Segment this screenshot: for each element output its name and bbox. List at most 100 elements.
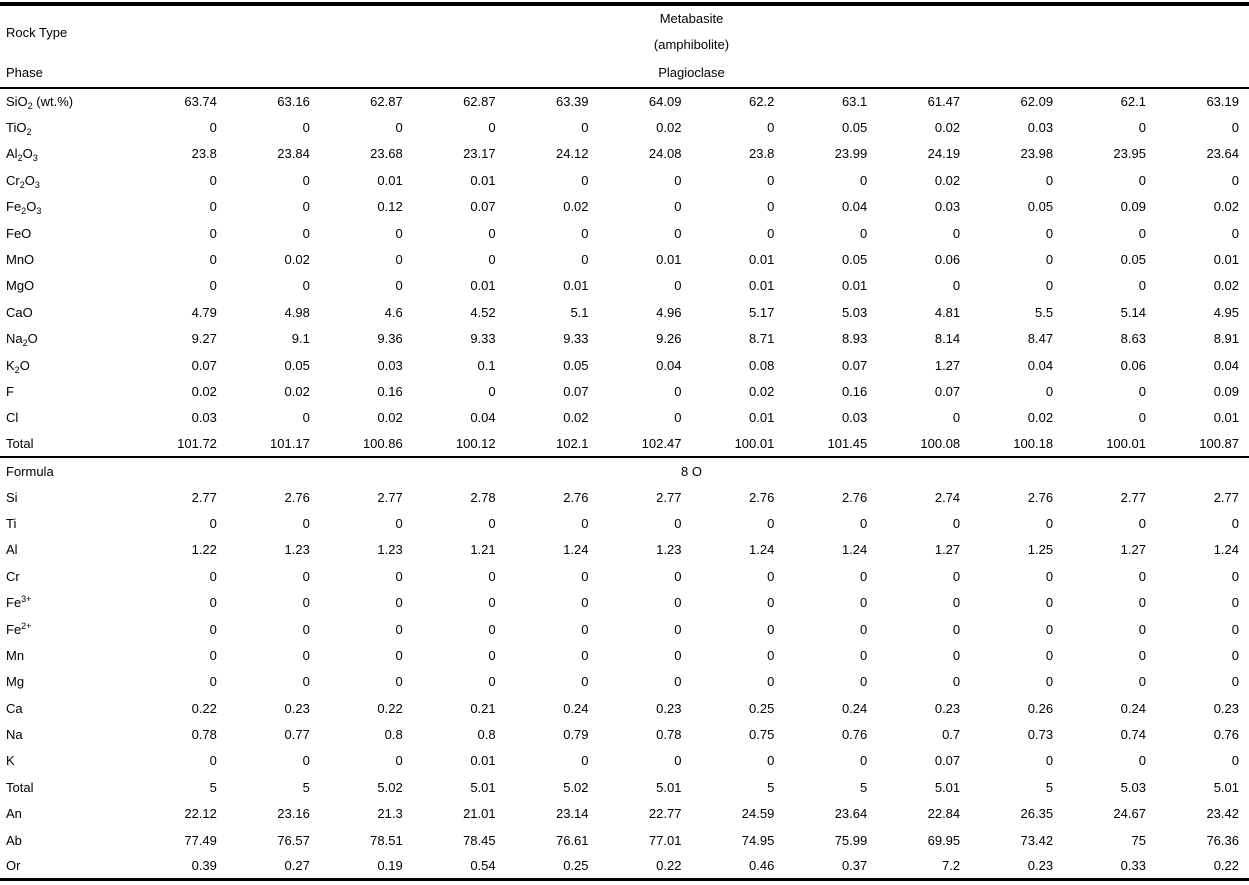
value-cell: 0 [395,515,403,531]
value-cell: 0.24 [841,700,868,716]
value-cell: 0 [767,199,775,215]
value-cell: 0.05 [841,120,868,136]
value-cell: 0.74 [1120,727,1146,743]
value-cell: 9.36 [377,331,403,347]
value-cell: 0.22 [191,700,217,716]
row-label-Ab: Ab [6,832,22,848]
table-row-Cr2O3: Cr2O3 0 0 0.01 0.01 0 0 0 0 0.02 0 0 0 [0,167,1249,193]
value-cell: 0.08 [749,357,775,373]
value-cell: 0 [302,199,310,215]
value-cell: 0.03 [934,199,961,215]
value-cell: 0 [674,753,682,769]
value-cell: 0.23 [934,700,961,716]
formula-label: Formula [6,463,54,479]
value-cell: 0 [395,595,403,611]
value-cell: 0 [209,172,217,188]
value-cell: 0 [860,225,868,241]
value-cell: 0 [952,674,961,690]
value-cell: 73.42 [1020,832,1054,848]
value-cell: 62.2 [749,94,775,110]
table-row-Cr: Cr 0 0 0 0 0 0 0 0 0 0 0 0 [0,563,1249,589]
value-cell: 0.02 [1027,410,1054,426]
value-cell: 0 [767,647,775,663]
value-cell: 0.02 [284,383,310,399]
value-cell: 0.25 [749,700,775,716]
value-cell: 0.23 [656,700,682,716]
value-cell: 0.09 [1120,199,1146,215]
value-cell: 23.17 [463,146,496,162]
value-cell: 2.77 [656,489,682,505]
value-cell: 0 [952,225,961,241]
value-cell: 8.14 [934,331,961,347]
value-cell: 0.03 [1027,120,1054,136]
value-cell: 0 [302,225,310,241]
value-cell: 0.02 [563,199,589,215]
row-label-TiO2: TiO2 [6,120,32,138]
value-cell: 0.27 [284,858,310,874]
value-cell: 0 [860,172,868,188]
phase-value: Plagioclase [658,65,725,80]
value-cell: 1.24 [749,542,775,558]
value-cell: 100.08 [920,436,961,452]
table-row-Cl: Cl 0.03 0 0.02 0.04 0.02 0 0.01 0.03 0 0.02 0 0.01 [0,405,1249,431]
value-cell: 0 [674,383,682,399]
value-cell: 76.61 [555,832,589,848]
value-cell: 0 [1045,647,1054,663]
value-cell: 1.27 [934,357,961,373]
value-cell: 75.99 [834,832,868,848]
value-cell: 0.79 [563,727,589,743]
value-cell: 0.22 [656,858,682,874]
value-cell: 0 [1138,383,1146,399]
value-cell: 0.26 [1027,700,1054,716]
value-cell: 0.76 [841,727,868,743]
value-cell: 63.1 [841,94,868,110]
value-cell: 0 [674,172,682,188]
value-cell: 0.22 [1213,858,1239,874]
value-cell: 2.78 [470,489,496,505]
value-cell: 2.76 [284,489,310,505]
value-cell: 1.23 [377,542,403,558]
value-cell: 0 [952,278,961,294]
value-cell: 101.45 [827,436,868,452]
value-cell: 1.23 [656,542,682,558]
value-cell: 23.8 [191,146,217,162]
value-cell: 0 [674,225,682,241]
row-label-Al2O3: Al2O3 [6,146,38,164]
value-cell: 5.03 [1120,779,1146,795]
row-label-Na: Na [6,727,23,743]
value-cell: 0.33 [1120,858,1146,874]
value-cell: 9.27 [191,331,217,347]
value-cell: 0.23 [1213,700,1239,716]
value-cell: 8.63 [1120,331,1146,347]
value-cell: 2.74 [934,489,961,505]
value-cell: 5.01 [470,779,496,795]
value-cell: 0.04 [1027,357,1054,373]
value-cell: 5.1 [570,304,589,320]
value-cell: 5.02 [563,779,589,795]
row-label-F: F [6,383,14,399]
value-cell: 0 [581,621,589,637]
value-cell: 0.7 [942,727,961,743]
value-cell: 9.33 [470,331,496,347]
value-cell: 0 [860,621,868,637]
value-cell: 0.01 [470,753,496,769]
value-cell: 62.09 [1020,94,1054,110]
value-cell: 0 [1045,568,1054,584]
value-cell: 7.2 [942,858,961,874]
value-cell: 23.8 [749,146,775,162]
row-label-MnO: MnO [6,252,35,268]
value-cell: 0.07 [934,753,961,769]
value-cell: 0.01 [749,410,775,426]
value-cell: 0.05 [284,357,310,373]
value-cell: 0 [674,568,682,584]
table-row-Fe2O3: Fe2O3 0 0 0.12 0.07 0.02 0 0 0.04 0.03 0.05 0.09 0.0… [0,194,1249,220]
value-cell: 0 [1231,647,1239,663]
value-cell: 0 [581,647,589,663]
value-cell: 0 [302,753,310,769]
table-row-Na2O: Na2O 9.27 9.1 9.36 9.33 9.33 9.26 8.71 8.93 8.14 8… [0,326,1249,352]
value-cell: 0 [1138,674,1146,690]
value-cell: 0 [488,120,496,136]
value-cell: 0 [581,568,589,584]
value-cell: 0 [209,120,217,136]
value-cell: 0 [488,647,496,663]
